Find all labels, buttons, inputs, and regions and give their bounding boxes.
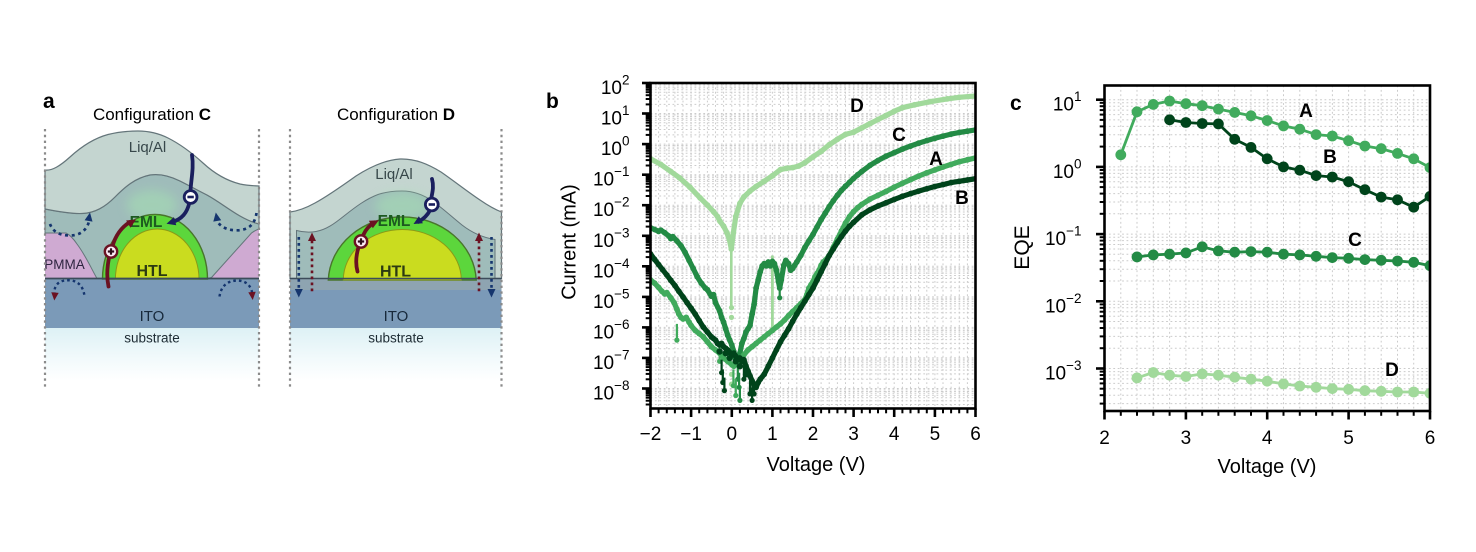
svg-text:3: 3 bbox=[1181, 428, 1192, 449]
svg-text:ITO: ITO bbox=[384, 308, 409, 325]
svg-text:6: 6 bbox=[970, 424, 981, 445]
svg-text:Liq/Al: Liq/Al bbox=[375, 166, 413, 183]
svg-text:b: b bbox=[546, 90, 559, 113]
svg-text:ITO: ITO bbox=[140, 308, 165, 325]
svg-text:Current (mA): Current (mA) bbox=[558, 184, 580, 300]
svg-text:Configuration C: Configuration C bbox=[93, 105, 211, 124]
svg-text:HTL: HTL bbox=[380, 264, 411, 281]
svg-text:6: 6 bbox=[1425, 428, 1436, 449]
svg-text:c: c bbox=[1010, 92, 1022, 115]
svg-text:−1: −1 bbox=[680, 424, 702, 445]
svg-text:a: a bbox=[43, 90, 55, 113]
svg-text:B: B bbox=[1323, 147, 1337, 168]
svg-text:4: 4 bbox=[889, 424, 900, 445]
svg-text:A: A bbox=[929, 149, 943, 170]
svg-text:0: 0 bbox=[727, 424, 738, 445]
svg-text:A: A bbox=[1299, 101, 1313, 122]
svg-text:substrate: substrate bbox=[124, 331, 180, 346]
svg-text:EML: EML bbox=[378, 213, 411, 230]
svg-text:D: D bbox=[1385, 360, 1399, 381]
svg-text:Liq/Al: Liq/Al bbox=[129, 139, 167, 156]
svg-text:Voltage (V): Voltage (V) bbox=[1218, 456, 1317, 478]
svg-text:Configuration D: Configuration D bbox=[337, 105, 455, 124]
svg-text:1: 1 bbox=[767, 424, 778, 445]
svg-text:C: C bbox=[1348, 230, 1362, 251]
svg-text:2: 2 bbox=[808, 424, 819, 445]
svg-text:PMMA: PMMA bbox=[44, 257, 85, 272]
svg-text:5: 5 bbox=[930, 424, 941, 445]
svg-text:substrate: substrate bbox=[368, 331, 424, 346]
svg-text:−2: −2 bbox=[640, 424, 662, 445]
svg-text:3: 3 bbox=[848, 424, 859, 445]
svg-text:4: 4 bbox=[1262, 428, 1273, 449]
svg-text:C: C bbox=[892, 125, 906, 146]
svg-text:HTL: HTL bbox=[136, 263, 167, 280]
svg-text:B: B bbox=[955, 188, 969, 209]
svg-text:EML: EML bbox=[130, 214, 163, 231]
svg-text:Voltage (V): Voltage (V) bbox=[767, 454, 866, 476]
svg-text:5: 5 bbox=[1343, 428, 1354, 449]
svg-text:D: D bbox=[850, 96, 864, 117]
svg-text:2: 2 bbox=[1099, 428, 1110, 449]
svg-text:EQE: EQE bbox=[1011, 225, 1034, 269]
